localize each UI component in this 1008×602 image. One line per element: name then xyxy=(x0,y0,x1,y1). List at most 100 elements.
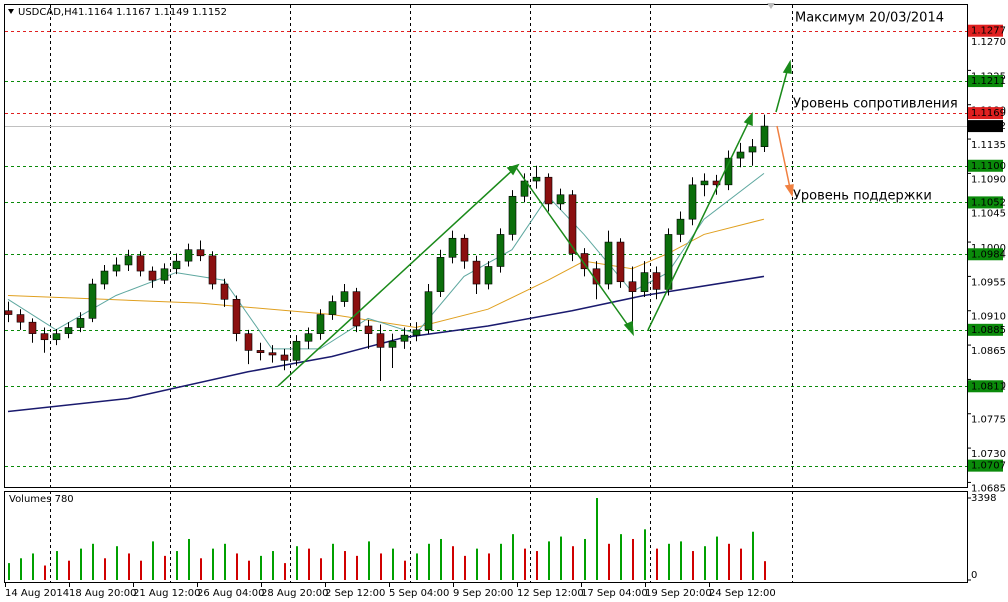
vertical-grid xyxy=(50,5,793,582)
volume-tick-label: 3398 xyxy=(971,493,996,504)
volume-bar xyxy=(620,534,622,580)
volume-bar xyxy=(152,541,154,580)
volume-bar xyxy=(284,563,286,580)
volume-bar xyxy=(596,498,598,580)
candle-body xyxy=(232,298,241,334)
candle-body xyxy=(124,255,133,266)
x-tick-label: 5 Sep 04:00 xyxy=(389,588,449,599)
x-tick-label: 14 Aug 2014 xyxy=(5,588,69,599)
annotation: Уровень поддержки xyxy=(793,189,932,204)
volume-bar xyxy=(752,531,754,580)
trend-line xyxy=(277,166,517,387)
candle-body xyxy=(64,327,73,334)
x-tick-label: 21 Aug 12:00 xyxy=(133,588,200,599)
level-label-box xyxy=(968,248,1003,261)
candle-body xyxy=(412,329,421,336)
arrow-head xyxy=(743,112,753,127)
volume-bar xyxy=(608,543,610,580)
candle-body xyxy=(268,352,277,356)
candle-body xyxy=(556,194,565,205)
level-label-box xyxy=(968,159,1003,172)
volume-bar xyxy=(44,565,46,580)
level-label-box xyxy=(968,380,1003,393)
candle-body xyxy=(160,268,169,281)
candle-body xyxy=(364,325,373,334)
trend-arrows xyxy=(277,59,794,387)
candle-body xyxy=(100,270,109,285)
menu-triangle xyxy=(8,9,14,14)
candle-body xyxy=(244,333,253,351)
candle-body xyxy=(136,255,145,272)
volume-tick-label: 0 xyxy=(971,570,977,581)
candle-body xyxy=(760,125,769,147)
candle-body xyxy=(40,333,49,341)
volume-bar xyxy=(80,548,82,580)
volume-bar xyxy=(56,551,58,580)
level-label: 1.1052 xyxy=(971,197,1006,208)
y-tick-label: 1.1270 xyxy=(971,37,1006,48)
candle-body xyxy=(640,272,649,292)
volume-title: Volumes 780 xyxy=(9,494,74,505)
candle-body xyxy=(532,176,541,182)
level-label-box xyxy=(968,75,1003,88)
candle-body xyxy=(460,237,469,262)
trend-line xyxy=(647,116,752,331)
volume-panel xyxy=(4,491,968,583)
volume-bar xyxy=(392,548,394,580)
volume-bar xyxy=(524,548,526,580)
candle-body xyxy=(184,249,193,262)
volume-bar xyxy=(296,546,298,580)
volume-bar xyxy=(260,555,262,580)
volume-bar xyxy=(464,555,466,580)
volume-bar xyxy=(488,553,490,580)
volume-bar xyxy=(68,560,70,580)
y-tick-label: 1.0955 xyxy=(971,277,1006,288)
volume-bar xyxy=(548,541,550,580)
candle-body xyxy=(292,340,301,361)
volume-bar xyxy=(248,560,250,580)
volume-bar xyxy=(20,558,22,580)
arrow-head xyxy=(623,320,634,337)
volume-bar xyxy=(32,553,34,580)
x-tick-label: 12 Sep 12:00 xyxy=(517,588,584,599)
volume-bar xyxy=(644,529,646,580)
candle-body xyxy=(304,333,313,342)
volume-bar xyxy=(308,548,310,580)
volume-bar xyxy=(368,541,370,580)
volume-bar xyxy=(716,536,718,580)
candle-body xyxy=(652,272,661,290)
candle-body xyxy=(424,291,433,331)
level-label: 1.1277 xyxy=(971,26,1006,37)
moving-average xyxy=(7,218,765,329)
main-panel xyxy=(4,4,968,488)
candle-body xyxy=(508,195,517,235)
candle-body xyxy=(112,264,121,272)
volume-bar xyxy=(116,546,118,580)
candle-body xyxy=(520,180,529,197)
arrow xyxy=(776,125,791,189)
volume-bar xyxy=(728,543,730,580)
volume-bar xyxy=(560,536,562,580)
header-ohlc: 1.1152 xyxy=(192,7,227,18)
x-tick-label: 2 Sep 12:00 xyxy=(325,588,385,599)
volume-bar xyxy=(404,560,406,580)
candle-body xyxy=(664,234,673,290)
volume-bar xyxy=(476,548,478,580)
volume-bar xyxy=(668,543,670,580)
candle-body xyxy=(472,260,481,285)
candle-body xyxy=(496,234,505,267)
candle-body xyxy=(340,291,349,302)
y-tick-label: 1.1045 xyxy=(971,209,1006,220)
level-label: 1.0984 xyxy=(971,249,1006,260)
candle-body xyxy=(388,340,397,348)
level-label: 1.1169 xyxy=(971,108,1006,119)
x-tick-label: 28 Aug 20:00 xyxy=(261,588,328,599)
header-ohlc: 1.1149 xyxy=(154,7,189,18)
volume-bar xyxy=(140,560,142,580)
plot xyxy=(4,114,769,413)
candle-body xyxy=(148,270,157,281)
volume-bar xyxy=(332,543,334,580)
candle-body xyxy=(448,237,457,258)
volume-bar xyxy=(236,553,238,580)
